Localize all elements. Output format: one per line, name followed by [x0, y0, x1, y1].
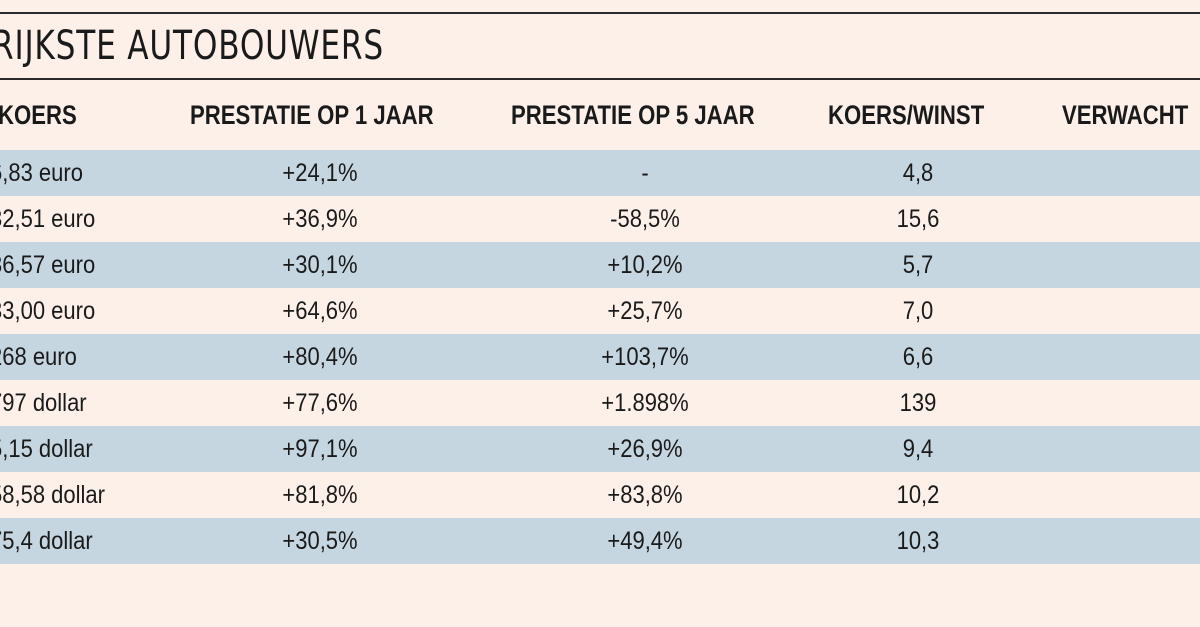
cell-koers: 33,00 euro — [0, 297, 96, 325]
cell-prestatie-1-value: +64,6% — [282, 297, 358, 325]
cell-koers: 58,58 dollar — [0, 481, 105, 509]
table-row: 32,51 euro +36,9% -58,5% 15,6 — [0, 196, 1200, 242]
table-row: 36,57 euro +30,1% +10,2% 5,7 — [0, 242, 1200, 288]
cell-prestatie-5-value: +83,8% — [607, 481, 683, 509]
cell-koers-winst-value: 7,0 — [902, 297, 934, 325]
cell-prestatie-5-value: +10,2% — [607, 251, 683, 279]
title-rule — [0, 78, 1200, 80]
cell-prestatie-5-value: - — [641, 159, 649, 187]
cell-prestatie-1-value: +24,1% — [282, 159, 358, 187]
table-row: 33,00 euro +64,6% +25,7% 7,0 — [0, 288, 1200, 334]
cell-prestatie-5-value: +25,7% — [607, 297, 683, 325]
table-row: 797 dollar +77,6% +1.898% 139 — [0, 380, 1200, 426]
cell-prestatie-5-value: -58,5% — [610, 205, 680, 233]
cell-prestatie-1-value: +30,5% — [282, 527, 358, 555]
cell-koers: 268 euro — [0, 343, 77, 371]
table-row: 6,83 euro +24,1% - 4,8 — [0, 150, 1200, 196]
cell-koers: 36,57 euro — [0, 251, 96, 279]
cell-koers-winst-value: 15,6 — [896, 205, 940, 233]
table-header: KOERS PRESTATIE OP 1 JAAR PRESTATIE OP 5… — [0, 92, 1200, 138]
cell-prestatie-5-value: +49,4% — [607, 527, 683, 555]
cell-koers: 797 dollar — [0, 389, 87, 417]
cell-prestatie-1-value: +77,6% — [282, 389, 358, 417]
cell-prestatie-5-value: +26,9% — [607, 435, 683, 463]
cell-prestatie-5-value: +1.898% — [601, 389, 689, 417]
cell-koers-winst-value: 9,4 — [902, 435, 934, 463]
cell-koers-winst-value: 10,2 — [896, 481, 940, 509]
table-row: 58,58 dollar +81,8% +83,8% 10,2 — [0, 472, 1200, 518]
cell-prestatie-1-value: +97,1% — [282, 435, 358, 463]
table-body: 6,83 euro +24,1% - 4,8 32,51 euro +36,9%… — [0, 150, 1200, 564]
cell-koers: 75,4 dollar — [0, 527, 93, 555]
header-prestatie-5-jaar: PRESTATIE OP 5 JAAR — [511, 100, 755, 130]
cell-koers: 6,83 euro — [0, 159, 83, 187]
table-row: 5,15 dollar +97,1% +26,9% 9,4 — [0, 426, 1200, 472]
cell-prestatie-1-value: +36,9% — [282, 205, 358, 233]
cell-koers-winst-value: 10,3 — [896, 527, 940, 555]
top-rule — [0, 12, 1200, 14]
header-prestatie-1-jaar: PRESTATIE OP 1 JAAR — [190, 100, 434, 130]
cell-koers: 32,51 euro — [0, 205, 96, 233]
header-verwacht: VERWACHT — [1062, 100, 1189, 130]
cell-koers-winst-value: 139 — [899, 389, 937, 417]
cell-prestatie-1-value: +30,1% — [282, 251, 358, 279]
cell-koers-winst-value: 5,7 — [902, 251, 934, 279]
table-row: 75,4 dollar +30,5% +49,4% 10,3 — [0, 518, 1200, 564]
table-title: RIJKSTE AUTOBOUWERS — [0, 23, 384, 69]
cell-koers-winst-value: 6,6 — [902, 343, 934, 371]
header-koers-winst: KOERS/WINST — [828, 100, 985, 130]
cell-prestatie-1-value: +80,4% — [282, 343, 358, 371]
cell-koers-winst-value: 4,8 — [902, 159, 934, 187]
table-row: 268 euro +80,4% +103,7% 6,6 — [0, 334, 1200, 380]
cell-prestatie-5-value: +103,7% — [601, 343, 689, 371]
cell-prestatie-1-value: +81,8% — [282, 481, 358, 509]
cell-koers: 5,15 dollar — [0, 435, 93, 463]
header-koers: KOERS — [0, 100, 77, 130]
